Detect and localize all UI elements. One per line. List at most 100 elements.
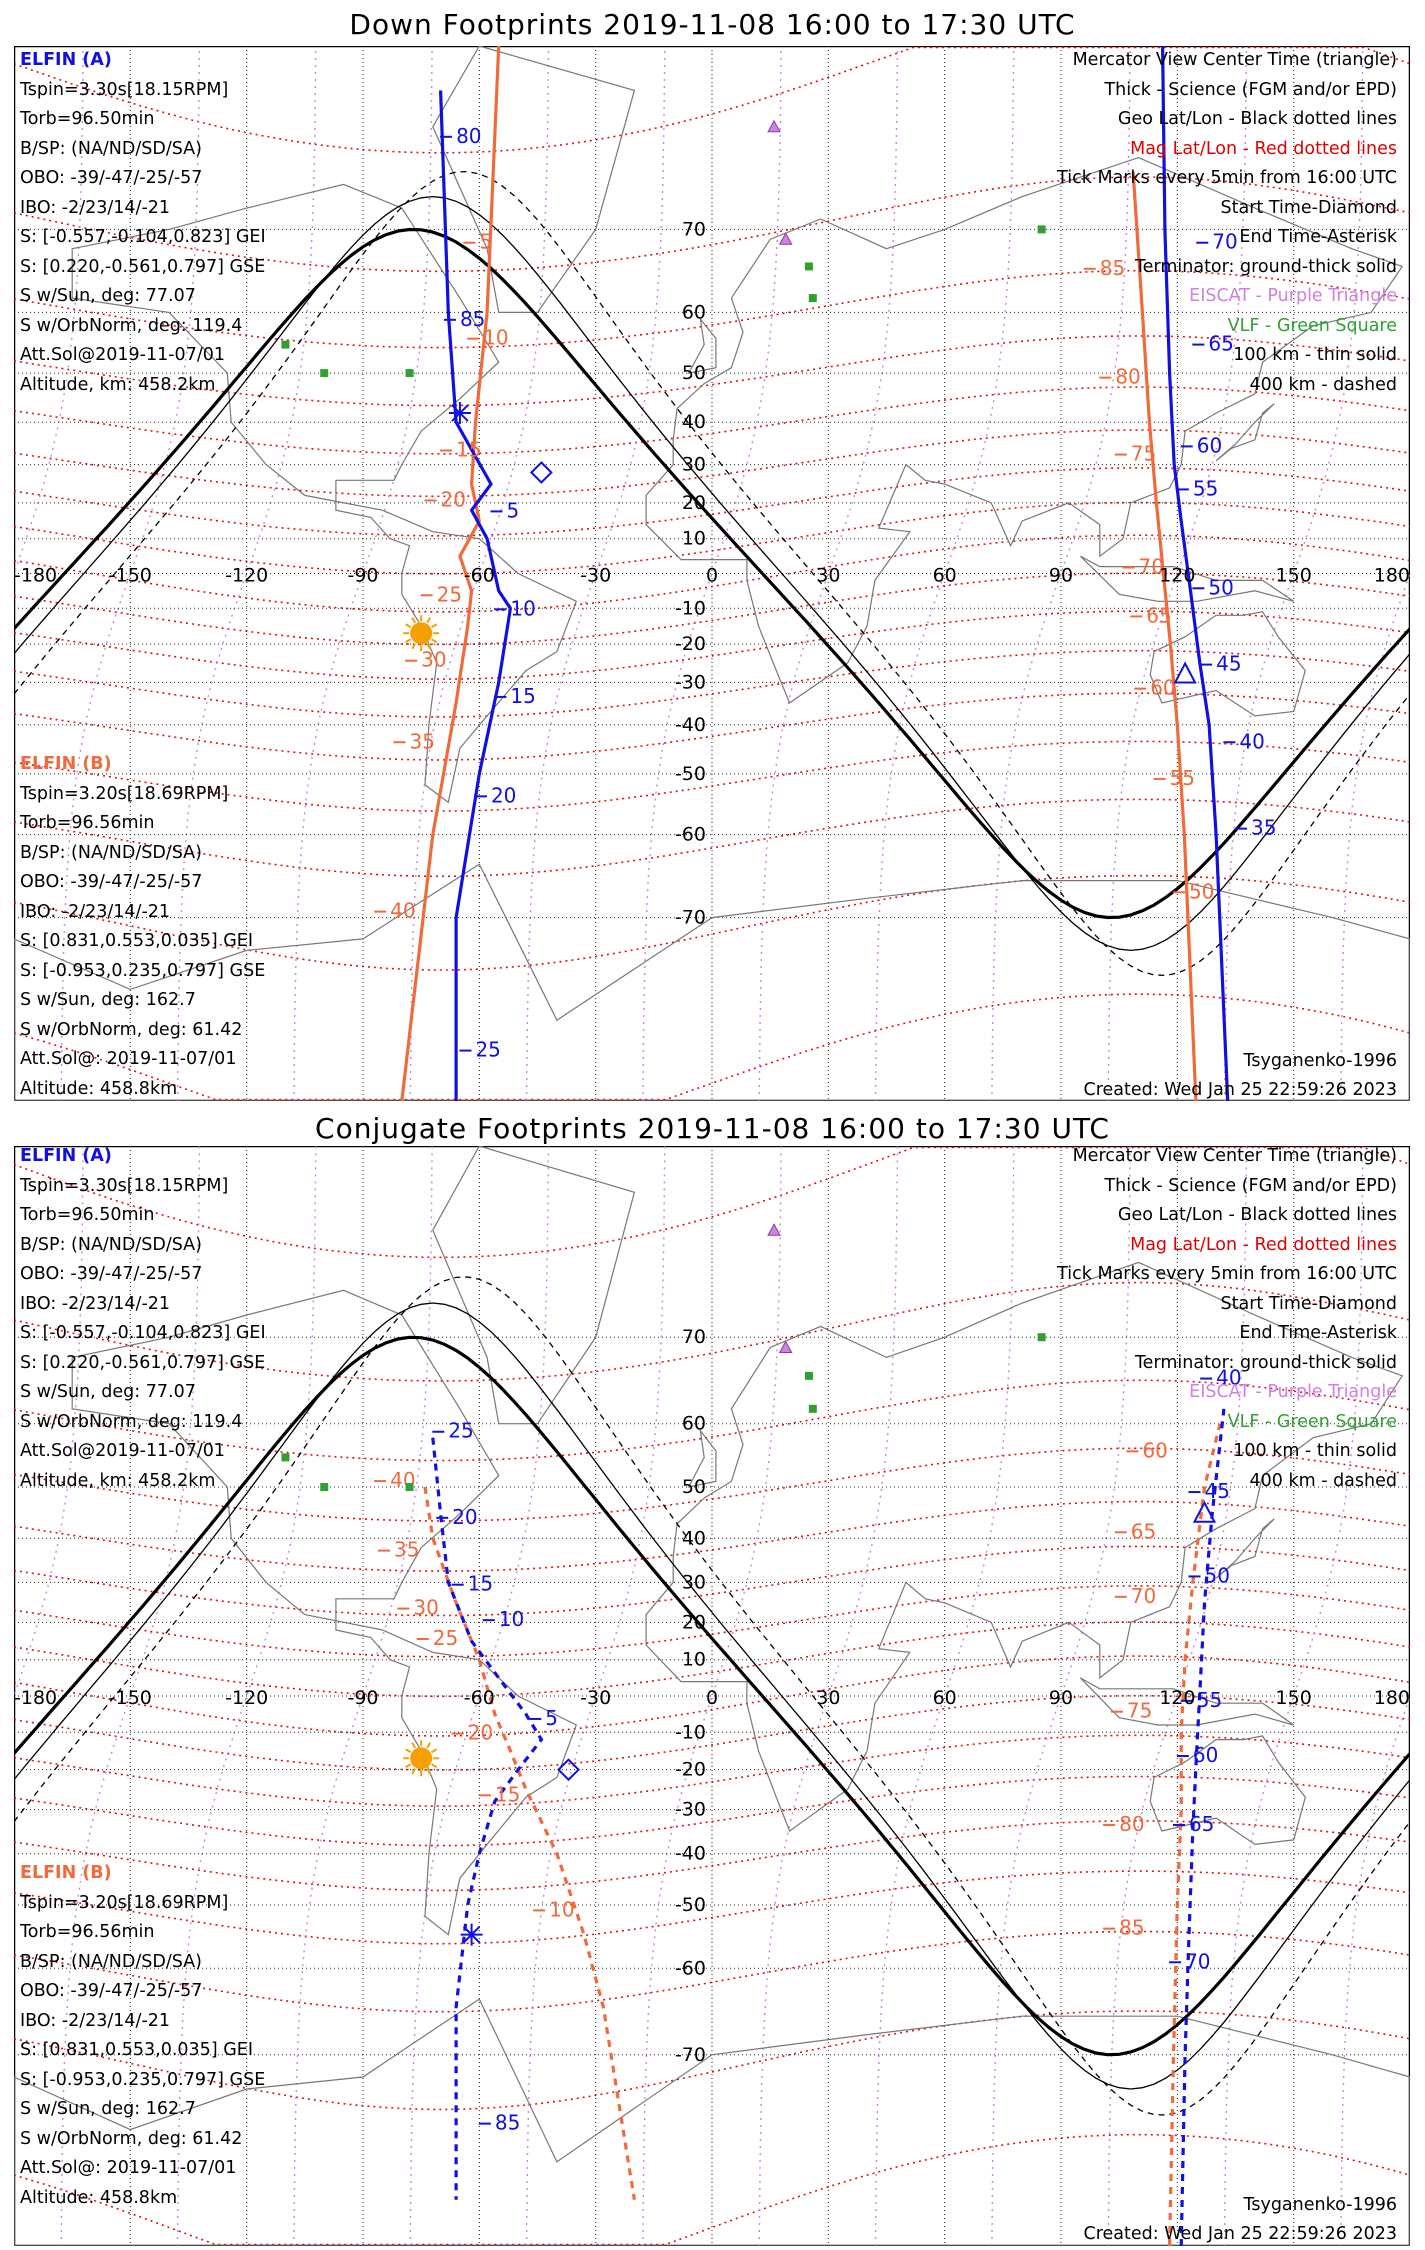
lon-tick-label: 0 [706, 565, 718, 587]
lon-tick-label: -60 [464, 1687, 495, 1709]
end-time-asterisk [462, 1925, 481, 1944]
lat-tick-label: 50 [682, 362, 706, 384]
track-time-label: 15 [468, 1572, 493, 1596]
mag-lon-gridline [642, 46, 782, 1101]
mag-lon-gridline [525, 46, 666, 1101]
track-time-label: 60 [1193, 1743, 1218, 1767]
elfin-a-info-line: S w/Sun, deg: 77.07 [20, 286, 196, 306]
legend-entry: Start Time-Diamond [1220, 197, 1397, 218]
lat-tick-label: -40 [675, 714, 706, 736]
mag-lat-gridline [14, 1146, 1410, 1259]
end-time-asterisk [451, 404, 469, 422]
track-time-label: 65 [1208, 332, 1233, 356]
coastline [1079, 1677, 1295, 1726]
elfin-b-info-line: B/SP: (NA/ND/SD/SA) [20, 1951, 202, 1972]
mag-lat-gridline [14, 1694, 1410, 1771]
legend-entry: Mag Lat/Lon - Red dotted lines [1130, 1234, 1397, 1255]
vlf-square [1037, 225, 1046, 234]
sun-icon [410, 1747, 433, 1770]
elfin-b-info-line: S w/Sun, deg: 162.7 [20, 990, 196, 1010]
lat-tick-label: 40 [682, 1527, 706, 1549]
lat-tick-label: 20 [682, 1611, 706, 1633]
elfin-a-info-line: S w/OrbNorm, deg: 119.4 [20, 1411, 243, 1432]
lon-tick-label: 60 [933, 1687, 957, 1709]
sun-ray [405, 1763, 412, 1769]
footprint-map: 2520151058540353025201510404550556065706… [14, 1146, 1410, 2246]
coastline [687, 1428, 717, 1488]
track-time-label: 25 [433, 1626, 458, 1650]
elfin-b-track [1131, 171, 1198, 1101]
mag-lon-gridline [409, 46, 550, 1101]
sun-icon [410, 622, 433, 645]
track-time-label: 25 [475, 1038, 500, 1062]
mag-lat-gridline [14, 572, 1410, 646]
legend-entry: End Time-Asterisk [1239, 227, 1397, 247]
vlf-square [1037, 1333, 1046, 1342]
lat-tick-label: 10 [682, 528, 706, 550]
legend-entry: Start Time-Diamond [1220, 1293, 1397, 1314]
elfin-a-info-line: Altitude, km: 458.2km [20, 374, 216, 395]
lon-tick-label: 150 [1276, 1687, 1312, 1709]
mag-lat-gridline [14, 1379, 1410, 1462]
elfin-b-info-line: B/SP: (NA/ND/SD/SA) [20, 842, 202, 863]
legend-entry: Thick - Science (FGM and/or EPD) [1104, 1175, 1397, 1196]
elfin-b-info-line: S w/OrbNorm, deg: 61.42 [20, 1019, 243, 1040]
track-time-label: 40 [390, 899, 415, 923]
sun-ray [426, 643, 432, 650]
elfin-b-info-line: S w/Sun, deg: 162.7 [20, 2099, 196, 2119]
track-time-label: 30 [421, 648, 446, 672]
elfin-a-track [431, 1437, 544, 2200]
mag-lat-gridline [14, 1734, 1410, 1807]
track-time-label: 30 [413, 1596, 438, 1620]
sun-ray [431, 1763, 438, 1769]
sun-ray [426, 1742, 432, 1749]
track-time-label: 10 [499, 1607, 524, 1631]
vlf-square [320, 369, 329, 378]
elfin-b-info-line: Torb=96.56min [20, 1922, 155, 1942]
elfin-b-title: ELFIN (B) [20, 754, 112, 774]
vlf-square [281, 1453, 290, 1462]
mag-lon-gridline [60, 46, 201, 1101]
track-time-label: 55 [1193, 476, 1218, 500]
elfin-a-title: ELFIN (A) [20, 1146, 112, 1166]
elfin-a-info-line: OBO: -39/-47/-25/-57 [20, 168, 203, 188]
elfin-a-track [1179, 1408, 1226, 2246]
lat-tick-label: -10 [675, 1721, 706, 1743]
lat-tick-label: 70 [682, 1326, 706, 1348]
terminator-100km [14, 1302, 1410, 2090]
legend-entry: 100 km - thin solid [1233, 1441, 1397, 1461]
track-time-label: 60 [1142, 1438, 1167, 1462]
lon-tick-label: 90 [1049, 1687, 1073, 1709]
sun-ray [411, 617, 417, 624]
terminator-400km [14, 1276, 1410, 2116]
legend-entry: Thick - Science (FGM and/or EPD) [1104, 79, 1397, 100]
eiscat-triangle [778, 232, 793, 245]
track-time-label: 65 [1131, 1519, 1156, 1543]
coastline [645, 156, 1404, 704]
track-time-label: 80 [1115, 365, 1140, 389]
lon-tick-label: -30 [580, 1687, 611, 1709]
elfin-b-info-line: Torb=96.56min [20, 813, 155, 833]
coastline [1215, 403, 1275, 462]
elfin-b-info-line: Att.Sol@: 2019-11-07/01 [20, 2158, 237, 2178]
elfin-a-info-line: S: [0.220,-0.561,0.797] GSE [20, 1352, 266, 1373]
lon-tick-label: -90 [347, 1687, 378, 1709]
lat-tick-label: -30 [675, 1799, 706, 1821]
vlf-square [804, 262, 813, 271]
elfin-a-info-line: IBO: -2/23/14/-21 [20, 197, 171, 218]
track-time-label: 15 [456, 438, 481, 462]
legend-entry: Geo Lat/Lon - Black dotted lines [1117, 1205, 1397, 1225]
track-time-label: 60 [1150, 676, 1175, 700]
lon-tick-label: 120 [1159, 1687, 1195, 1709]
track-time-label: 40 [1216, 1366, 1241, 1390]
legend-entry: Mag Lat/Lon - Red dotted lines [1130, 138, 1397, 159]
elfin-a-info-line: Altitude, km: 458.2km [20, 1470, 216, 1491]
lat-tick-label: -10 [675, 597, 706, 619]
lat-tick-label: -60 [675, 824, 706, 846]
elfin-b-info-line: S: [-0.953,0.235,0.797] GSE [20, 960, 266, 981]
elfin-a-info-line: Torb=96.50min [20, 1205, 155, 1225]
legend-entry: 400 km - dashed [1249, 1470, 1397, 1491]
lat-tick-label: -70 [675, 2044, 706, 2066]
elfin-b-info-line: Altitude: 458.8km [20, 2187, 178, 2208]
coastline [71, 183, 578, 804]
